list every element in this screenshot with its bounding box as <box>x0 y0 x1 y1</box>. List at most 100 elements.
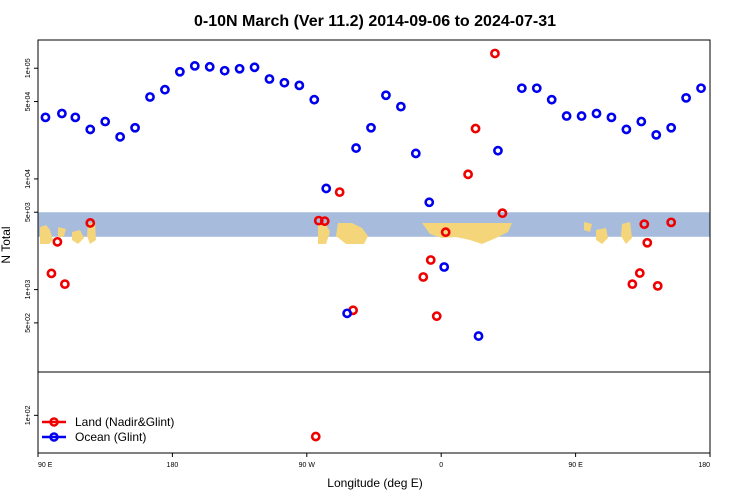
ocean-point <box>85 124 96 135</box>
land-point <box>642 237 653 248</box>
ocean-point <box>606 112 617 123</box>
chart-title: 0-10N March (Ver 11.2) 2014-09-06 to 202… <box>194 13 556 30</box>
x-axis: 90 E 180 90 W 0 90 E 180 <box>37 453 711 469</box>
land-shape <box>422 223 512 244</box>
ocean-point <box>366 122 376 133</box>
land-point <box>425 255 436 265</box>
land-point <box>634 268 645 278</box>
ocean-point <box>696 83 706 94</box>
x-tick-label: 90 W <box>299 462 316 469</box>
ocean-point <box>130 122 140 133</box>
ocean-point <box>636 116 647 127</box>
land-point <box>52 236 63 247</box>
land-point <box>319 216 330 227</box>
ocean-point <box>351 143 361 153</box>
ocean-point <box>115 131 126 142</box>
ocean-point <box>424 197 435 208</box>
land-shape <box>621 222 632 244</box>
ocean-point <box>40 112 51 123</box>
ocean-point <box>546 94 557 105</box>
ocean-point <box>160 84 170 95</box>
ocean-point <box>309 94 320 105</box>
land-point <box>470 123 481 134</box>
land-point <box>490 48 500 59</box>
ocean-point <box>204 61 215 72</box>
land-shape <box>58 227 66 238</box>
land-shape <box>318 223 330 244</box>
land-point <box>666 217 677 228</box>
land-point <box>310 431 321 442</box>
ocean-point <box>294 80 305 91</box>
land-shape <box>40 225 53 244</box>
ocean-point <box>410 148 421 159</box>
ocean-point <box>473 331 484 341</box>
land-shape <box>584 222 592 232</box>
land-point <box>418 272 429 282</box>
ocean-point <box>516 83 527 94</box>
data-points <box>40 48 706 442</box>
y-axis: 1e+05 5e+04 1e+04 5e+03 1e+03 5e+02 1e+02 <box>25 58 38 425</box>
y-tick-label: 5e+03 <box>25 202 32 222</box>
land-point <box>639 219 650 230</box>
ocean-point <box>279 77 290 88</box>
ocean-point <box>591 108 602 119</box>
land-point <box>463 169 473 180</box>
legend-label-ocean: Ocean (Glint) <box>75 430 146 444</box>
legend-item-land: Land (Nadir&Glint) <box>42 415 174 429</box>
land-point <box>59 279 70 290</box>
land-point <box>431 311 442 322</box>
legend-label-land: Land (Nadir&Glint) <box>75 415 174 429</box>
land-point <box>497 208 508 219</box>
legend-swatch-marker <box>49 432 59 442</box>
land-point <box>627 279 638 290</box>
land-shape <box>336 223 368 244</box>
world-map-band <box>38 212 710 244</box>
upper-plot-frame <box>37 39 711 373</box>
ocean-point <box>264 74 275 84</box>
y-tick-label: 1e+05 <box>25 58 32 78</box>
x-tick-label: 0 <box>439 462 443 469</box>
land-shape <box>72 230 84 244</box>
ocean-point <box>493 145 503 156</box>
ocean-point <box>145 92 155 102</box>
ocean-point <box>70 112 81 123</box>
ocean-point <box>342 308 353 319</box>
legend-swatch-marker <box>49 417 59 427</box>
ocean-point <box>234 63 245 74</box>
x-tick-label: 180 <box>698 462 710 469</box>
ocean-point <box>56 108 67 119</box>
land-point <box>652 280 663 291</box>
y-tick-label: 5e+04 <box>25 92 32 112</box>
ocean-point <box>651 129 662 140</box>
land-point <box>440 227 451 238</box>
ocean-point <box>681 92 692 103</box>
legend-item-ocean: Ocean (Glint) <box>42 430 146 444</box>
ocean-point <box>321 183 332 194</box>
y-axis-label: N Total <box>0 226 13 263</box>
y-tick-label: 1e+03 <box>25 280 32 300</box>
legend: Land (Nadir&Glint) Ocean (Glint) <box>42 415 174 444</box>
ocean-point <box>189 61 200 71</box>
x-axis-label: Longitude (deg E) <box>327 476 422 490</box>
ocean-band <box>38 212 710 237</box>
ocean-point <box>174 66 185 77</box>
ocean-point <box>439 262 450 272</box>
x-tick-label: 180 <box>167 462 179 469</box>
ocean-point <box>249 62 260 73</box>
land-shape <box>596 228 608 244</box>
y-tick-label: 1e+02 <box>25 405 32 425</box>
x-tick-label: 90 E <box>38 462 53 469</box>
land-point <box>334 187 345 198</box>
ocean-point <box>381 90 391 101</box>
lower-plot-frame <box>37 371 711 454</box>
y-tick-label: 1e+04 <box>25 169 32 189</box>
ocean-point <box>621 124 632 135</box>
ocean-point <box>531 83 542 94</box>
land-point <box>85 218 96 228</box>
ocean-point <box>561 111 572 121</box>
land-point <box>46 268 57 279</box>
ocean-point <box>100 116 111 127</box>
ocean-point <box>666 122 677 133</box>
x-tick-label: 90 E <box>568 462 583 469</box>
